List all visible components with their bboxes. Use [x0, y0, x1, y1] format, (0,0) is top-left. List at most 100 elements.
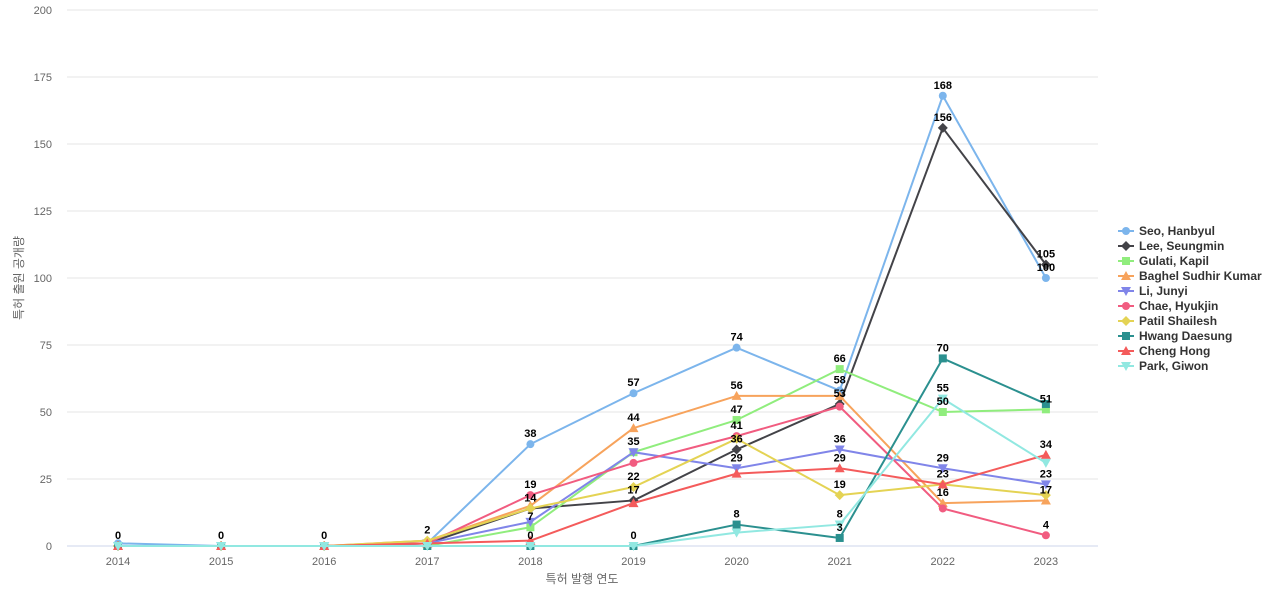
data-label: 70 — [937, 342, 949, 354]
data-label: 168 — [934, 80, 952, 92]
data-point — [731, 444, 742, 455]
y-tick-label: 0 — [46, 541, 52, 553]
data-point — [731, 528, 742, 538]
x-tick-label: 2019 — [621, 556, 645, 568]
legend-label: Gulati, Kapil — [1139, 254, 1209, 268]
series-cheng-hong — [113, 449, 1051, 550]
data-label: 58 — [834, 375, 846, 387]
data-point — [938, 504, 947, 513]
data-point — [834, 463, 845, 473]
y-tick-label: 75 — [40, 340, 52, 352]
data-label: 100 — [1037, 262, 1055, 274]
data-label: 8 — [734, 509, 740, 521]
x-tick-label: 2014 — [106, 556, 130, 568]
x-tick-label: 2018 — [518, 556, 542, 568]
legend-marker — [1121, 287, 1131, 296]
data-label: 35 — [627, 436, 639, 448]
data-point — [731, 433, 742, 444]
data-label: 19 — [524, 479, 536, 491]
series-line — [118, 453, 1047, 547]
series-line — [118, 126, 1047, 547]
data-point — [628, 423, 639, 433]
data-labels: 0 0 0 2381914705744352217074564741362986658… — [115, 80, 1055, 542]
series-line — [118, 405, 1047, 547]
data-label: 29 — [937, 452, 949, 464]
legend-marker — [1121, 362, 1131, 371]
data-label: 38 — [524, 428, 536, 440]
data-point — [834, 490, 845, 501]
data-point — [938, 91, 947, 100]
data-label: 0 — [321, 530, 327, 542]
data-label: 51 — [1040, 393, 1052, 405]
data-point — [525, 503, 536, 514]
data-label: 57 — [627, 377, 639, 389]
data-point — [835, 386, 844, 395]
data-point — [1041, 531, 1050, 540]
series-seo-hanbyul — [114, 91, 1050, 550]
data-point — [1040, 449, 1051, 459]
data-label: 3 — [837, 522, 843, 534]
legend-item[interactable]: Gulati, Kapil — [1118, 254, 1209, 268]
legend-label: Patil Shailesh — [1139, 314, 1217, 328]
x-tick-label: 2022 — [931, 556, 955, 568]
data-point — [319, 542, 330, 551]
data-point — [1041, 274, 1050, 282]
legend-label: Cheng Hong — [1139, 344, 1210, 358]
data-point — [835, 533, 844, 542]
data-label: 2 — [424, 525, 430, 537]
legend-item[interactable]: Chae, Hyukjin — [1118, 299, 1218, 313]
data-point — [732, 520, 741, 529]
y-tick-label: 200 — [34, 5, 52, 17]
series-line — [118, 368, 1046, 547]
data-label: 17 — [1040, 484, 1052, 496]
data-point — [834, 520, 845, 530]
data-point — [113, 542, 123, 551]
data-label: 4 — [1043, 519, 1050, 531]
data-label: 0 — [630, 530, 636, 542]
legend-item[interactable]: Seo, Hanbyul — [1118, 224, 1215, 238]
x-tick-label: 2020 — [724, 556, 748, 568]
data-label: 14 — [524, 492, 537, 504]
data-point — [731, 390, 742, 400]
legend-item[interactable]: Hwang Daesung — [1118, 329, 1232, 343]
data-point — [216, 542, 227, 551]
legend-item[interactable]: Li, Junyi — [1118, 284, 1188, 298]
legend-label: Chae, Hyukjin — [1139, 299, 1218, 313]
x-tick-label: 2021 — [827, 556, 851, 568]
data-point — [1040, 458, 1051, 468]
data-label: 105 — [1037, 249, 1055, 261]
x-tick-label: 2023 — [1034, 556, 1058, 568]
data-label: 7 — [527, 511, 533, 523]
legend-item[interactable]: Park, Giwon — [1118, 359, 1208, 373]
series-hwang-daesung — [114, 354, 1050, 550]
data-label: 55 — [937, 383, 949, 395]
data-label: 50 — [937, 396, 949, 408]
y-axis-title: 특허 출원 공개량 — [12, 236, 26, 320]
legend-label: Lee, Seungmin — [1139, 239, 1224, 253]
legend-item[interactable]: Patil Shailesh — [1118, 314, 1217, 328]
data-label: 19 — [834, 479, 846, 491]
y-tick-label: 100 — [34, 273, 52, 285]
legend-item[interactable]: Lee, Seungmin — [1118, 239, 1224, 253]
legend-marker — [1122, 302, 1130, 310]
x-tick-label: 2015 — [209, 556, 233, 568]
data-point — [937, 464, 948, 474]
data-label: 156 — [934, 112, 952, 124]
data-point — [1041, 405, 1050, 414]
data-point — [628, 498, 639, 508]
data-point — [937, 394, 948, 404]
data-point — [1040, 259, 1051, 270]
series-line — [118, 357, 1047, 547]
series-chae-hyukjin — [114, 402, 1050, 550]
series-park-giwon — [113, 394, 1051, 551]
legend-item[interactable]: Cheng Hong — [1118, 344, 1210, 358]
y-tick-label: 25 — [40, 474, 52, 486]
data-label: 34 — [1040, 439, 1053, 451]
data-point — [1040, 490, 1051, 501]
data-point — [732, 416, 741, 425]
legend-item[interactable]: Baghel Sudhir Kumar — [1118, 269, 1262, 283]
data-point — [525, 517, 536, 527]
data-label: 0 — [218, 530, 224, 542]
data-point — [422, 542, 433, 551]
